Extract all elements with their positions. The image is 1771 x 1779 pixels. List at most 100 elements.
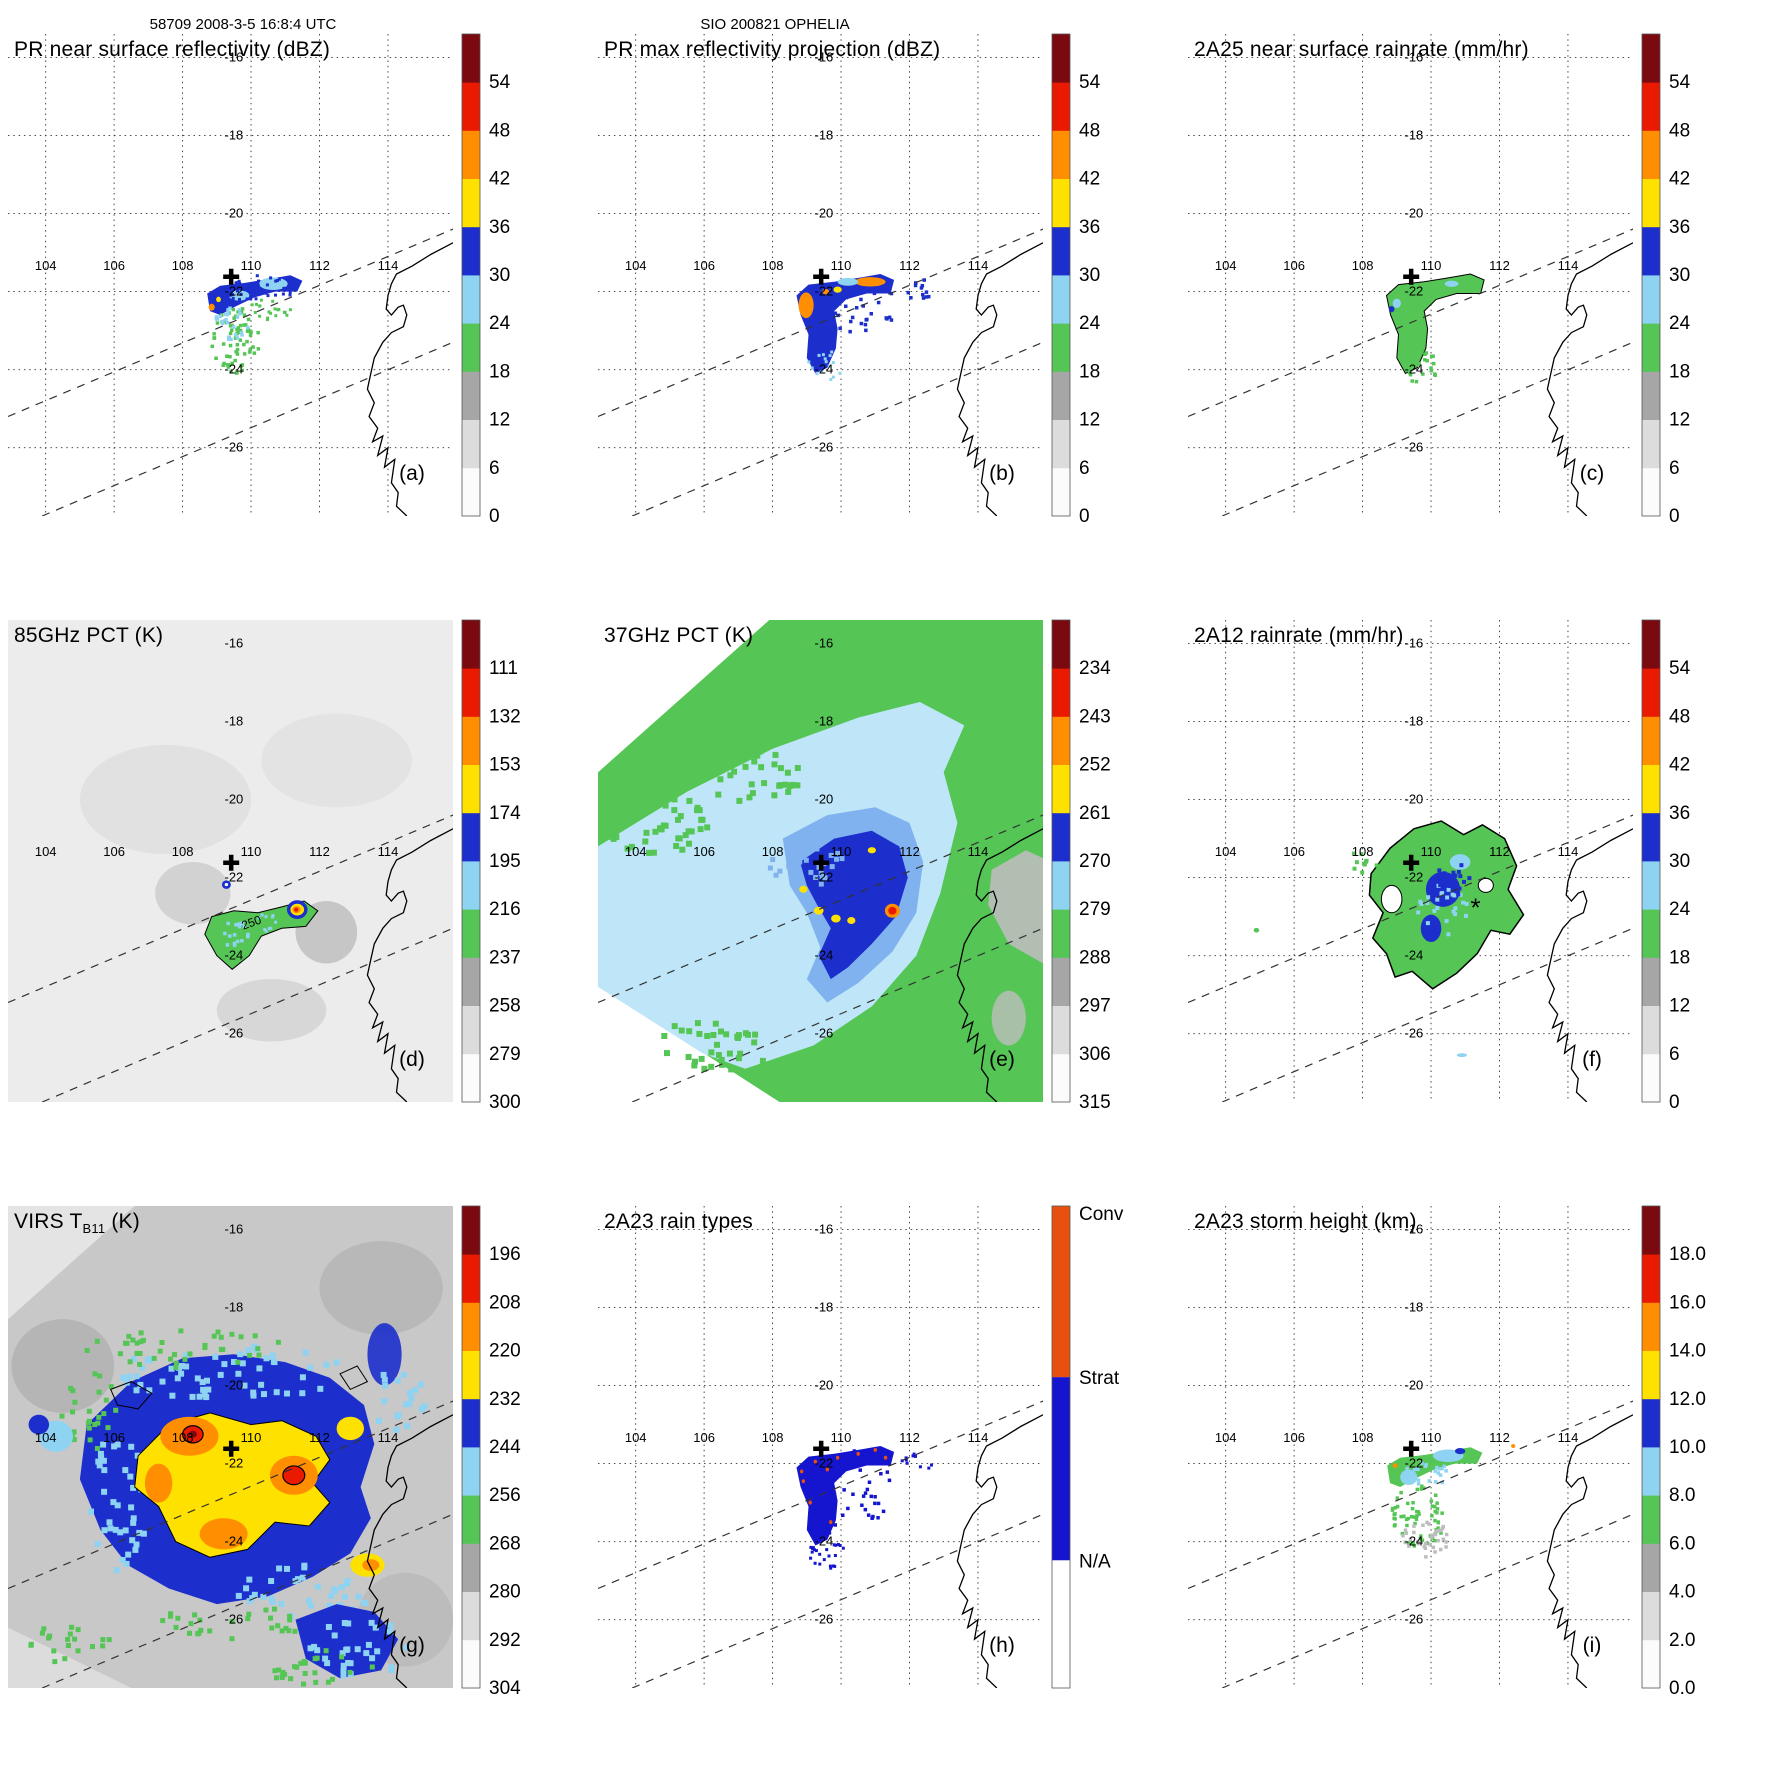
svg-text:104: 104: [1215, 258, 1237, 273]
panel-c-map: 104 106 108 110 112 114 -16 -18 -20 -22 -24 -26 (c) 0…: [1188, 33, 1691, 527]
panel-f-title: 2A12 rainrate (mm/hr): [1194, 624, 1404, 650]
colorbar-tick: 111: [489, 658, 518, 679]
colorbar-tick: 54: [489, 72, 511, 93]
colorbar: 315 306 297 288 279 270 261 252 243 234: [1051, 619, 1111, 1113]
colorbar: 304 292 280 268 256 244 232 220 208 196: [461, 1205, 521, 1699]
svg-text:112: 112: [309, 258, 330, 273]
colorbar-tick: 0.0: [1669, 1678, 1695, 1699]
svg-text:106: 106: [693, 258, 715, 273]
map-layers: [598, 1206, 1043, 1688]
svg-text:-22: -22: [225, 870, 244, 885]
svg-text:112: 112: [899, 1430, 920, 1445]
coastline: [956, 828, 1043, 1102]
svg-text:-20: -20: [225, 792, 244, 807]
features-layer: [1387, 1444, 1516, 1559]
panel-d-title: 85GHz PCT (K): [14, 624, 163, 650]
svg-text:104: 104: [35, 1430, 57, 1445]
svg-text:-18: -18: [815, 128, 834, 143]
panel-letter: (i): [1583, 1634, 1602, 1657]
colorbar-tick: 54: [1669, 658, 1691, 679]
colorbar-tick: 297: [1079, 996, 1111, 1017]
svg-text:-18: -18: [225, 714, 244, 729]
colorbar-tick: 261: [1079, 803, 1111, 824]
colorbar-tick: 132: [489, 706, 521, 727]
coastline: [366, 242, 453, 516]
storm-center-marker: [223, 854, 240, 871]
svg-text:106: 106: [693, 844, 715, 859]
svg-text:-22: -22: [1405, 284, 1424, 299]
colorbar-tick: 258: [489, 996, 521, 1017]
colorbar-tick: 12: [1079, 410, 1100, 431]
panel-h-map: 104 106 108 110 112 114 -16 -18 -20 -22 -24 -26 (h) C…: [598, 1204, 1124, 1689]
colorbar-tick: 24: [489, 313, 511, 334]
colorbar-tick: 216: [489, 899, 521, 920]
swath-edge-line: [1221, 1513, 1633, 1688]
svg-text:-18: -18: [225, 1300, 244, 1315]
svg-text:-16: -16: [815, 49, 834, 64]
swath-edge-line: [41, 341, 453, 516]
svg-text:110: 110: [831, 258, 852, 273]
svg-text:-16: -16: [1405, 49, 1424, 64]
orbit-timestamp: 58709 2008-3-5 16:8:4 UTC: [149, 16, 337, 33]
title-text: VIRS T: [14, 1210, 83, 1233]
swath-edge-line: [631, 341, 1043, 516]
graticule: [598, 1206, 1043, 1688]
svg-text:104: 104: [625, 844, 647, 859]
swath-edge-line: [8, 228, 453, 418]
colorbar-tick: 268: [489, 1533, 521, 1554]
svg-text:110: 110: [241, 844, 262, 859]
swath-edge-line: [1188, 1400, 1633, 1590]
svg-text:-18: -18: [1405, 128, 1424, 143]
swath-edge-line: [631, 1513, 1043, 1688]
title-text: 85GHz PCT (K): [14, 624, 164, 647]
colorbar-tick: 30: [1079, 265, 1100, 286]
colorbar: Conv Strat N/A: [1051, 1204, 1124, 1689]
graticule-labels: 104 106 108 110 112 114 -16 -18 -20 -22 -24 -26: [625, 1221, 989, 1626]
panel-a-map: 104 106 108 110 112 114 -16 -18 -20 -22 -24 -26 (a) 0…: [8, 33, 511, 527]
title-text: 2A25 near surface rainrate (mm/hr): [1194, 38, 1529, 61]
graticule-labels: 104 106 108 110 112 114 -16 -18 -20 -22 -24 -26: [1215, 635, 1579, 1040]
svg-text:-22: -22: [815, 1456, 834, 1471]
svg-text:-20: -20: [815, 1378, 834, 1393]
svg-text:114: 114: [1558, 258, 1579, 273]
svg-text:-20: -20: [1405, 206, 1424, 221]
colorbar-tick: 42: [489, 169, 510, 190]
colorbar-tick: 220: [489, 1341, 521, 1362]
panel-letter: (f): [1582, 1048, 1602, 1071]
colorbar-tick: 54: [1079, 72, 1101, 93]
colorbar-tick: 306: [1079, 1044, 1111, 1065]
svg-text:106: 106: [1283, 1430, 1305, 1445]
features-layer: [598, 620, 1043, 1102]
svg-text:108: 108: [1352, 1430, 1374, 1445]
colorbar-tick: 279: [1079, 899, 1111, 920]
figure-page: 58709 2008-3-5 16:8:4 UTC SIO 200821 OPH…: [0, 8, 1771, 1766]
svg-text:112: 112: [899, 258, 920, 273]
features-layer: [796, 1446, 933, 1570]
svg-text:-22: -22: [1405, 1456, 1424, 1471]
graticule-labels: 104 106 108 110 112 114 -16 -18 -20 -22 -24 -26: [35, 635, 399, 1040]
panel-letter: (g): [399, 1634, 425, 1657]
panel-i-title: 2A23 storm height (km): [1194, 1210, 1417, 1236]
panel-h: 2A23 rain types 104 106 108 110 112 114 -16 -18…: [590, 1180, 1180, 1766]
panel-a: PR near surface reflectivity (dBZ) 104 10…: [0, 8, 590, 594]
svg-text:-26: -26: [225, 1612, 244, 1627]
colorbar-tick: 18: [1079, 361, 1100, 382]
svg-text:-26: -26: [815, 440, 834, 455]
colorbar-tick: 10.0: [1669, 1437, 1706, 1458]
colorbar: 0 6 12 18 24 30 36 42 48 54: [1641, 33, 1691, 527]
svg-text:108: 108: [172, 258, 194, 273]
svg-text:108: 108: [1352, 258, 1374, 273]
colorbar-tick: 36: [1669, 217, 1690, 238]
graticule: [8, 34, 453, 516]
colorbar-label: Strat: [1079, 1368, 1120, 1389]
storm-center-marker: [223, 268, 240, 285]
map-layers: [598, 620, 1043, 1102]
svg-text:250: 250: [240, 913, 264, 933]
svg-text:-22: -22: [815, 284, 834, 299]
svg-text:106: 106: [103, 258, 125, 273]
svg-text:-16: -16: [815, 1221, 834, 1236]
svg-text:110: 110: [241, 1430, 262, 1445]
panel-g-map: 104 106 108 110 112 114 -16 -18 -20 -22 -24 -26 (g) 3…: [8, 1205, 521, 1699]
colorbar-tick: 36: [489, 217, 510, 238]
graticule-labels: 104 106 108 110 112 114 -16 -18 -20 -22 -24 -26: [625, 635, 989, 1040]
